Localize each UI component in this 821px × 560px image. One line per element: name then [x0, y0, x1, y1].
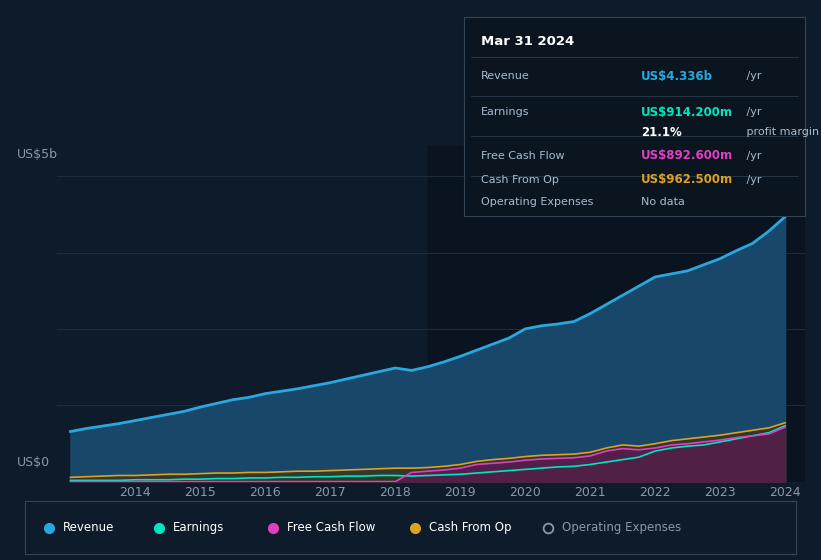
Text: Earnings: Earnings [172, 521, 224, 534]
Text: 21.1%: 21.1% [641, 125, 681, 139]
Text: No data: No data [641, 197, 685, 207]
Text: /yr: /yr [743, 107, 762, 117]
Text: Mar 31 2024: Mar 31 2024 [481, 35, 574, 48]
Text: /yr: /yr [743, 72, 762, 81]
Text: Cash From Op: Cash From Op [429, 521, 511, 534]
Text: profit margin: profit margin [743, 127, 819, 137]
Text: US$0: US$0 [16, 456, 49, 469]
Text: /yr: /yr [743, 151, 762, 161]
Text: Cash From Op: Cash From Op [481, 175, 559, 185]
Text: Operating Expenses: Operating Expenses [481, 197, 594, 207]
Text: US$892.600m: US$892.600m [641, 150, 733, 162]
Text: US$914.200m: US$914.200m [641, 106, 733, 119]
Text: US$5b: US$5b [16, 148, 57, 161]
Text: Revenue: Revenue [481, 72, 530, 81]
Bar [428, 146, 805, 482]
Text: US$4.336b: US$4.336b [641, 70, 713, 83]
Text: Earnings: Earnings [481, 107, 530, 117]
Text: Free Cash Flow: Free Cash Flow [481, 151, 565, 161]
Text: /yr: /yr [743, 175, 762, 185]
Text: US$962.500m: US$962.500m [641, 173, 733, 186]
Text: Free Cash Flow: Free Cash Flow [287, 521, 375, 534]
Text: Operating Expenses: Operating Expenses [562, 521, 681, 534]
Text: Revenue: Revenue [63, 521, 115, 534]
